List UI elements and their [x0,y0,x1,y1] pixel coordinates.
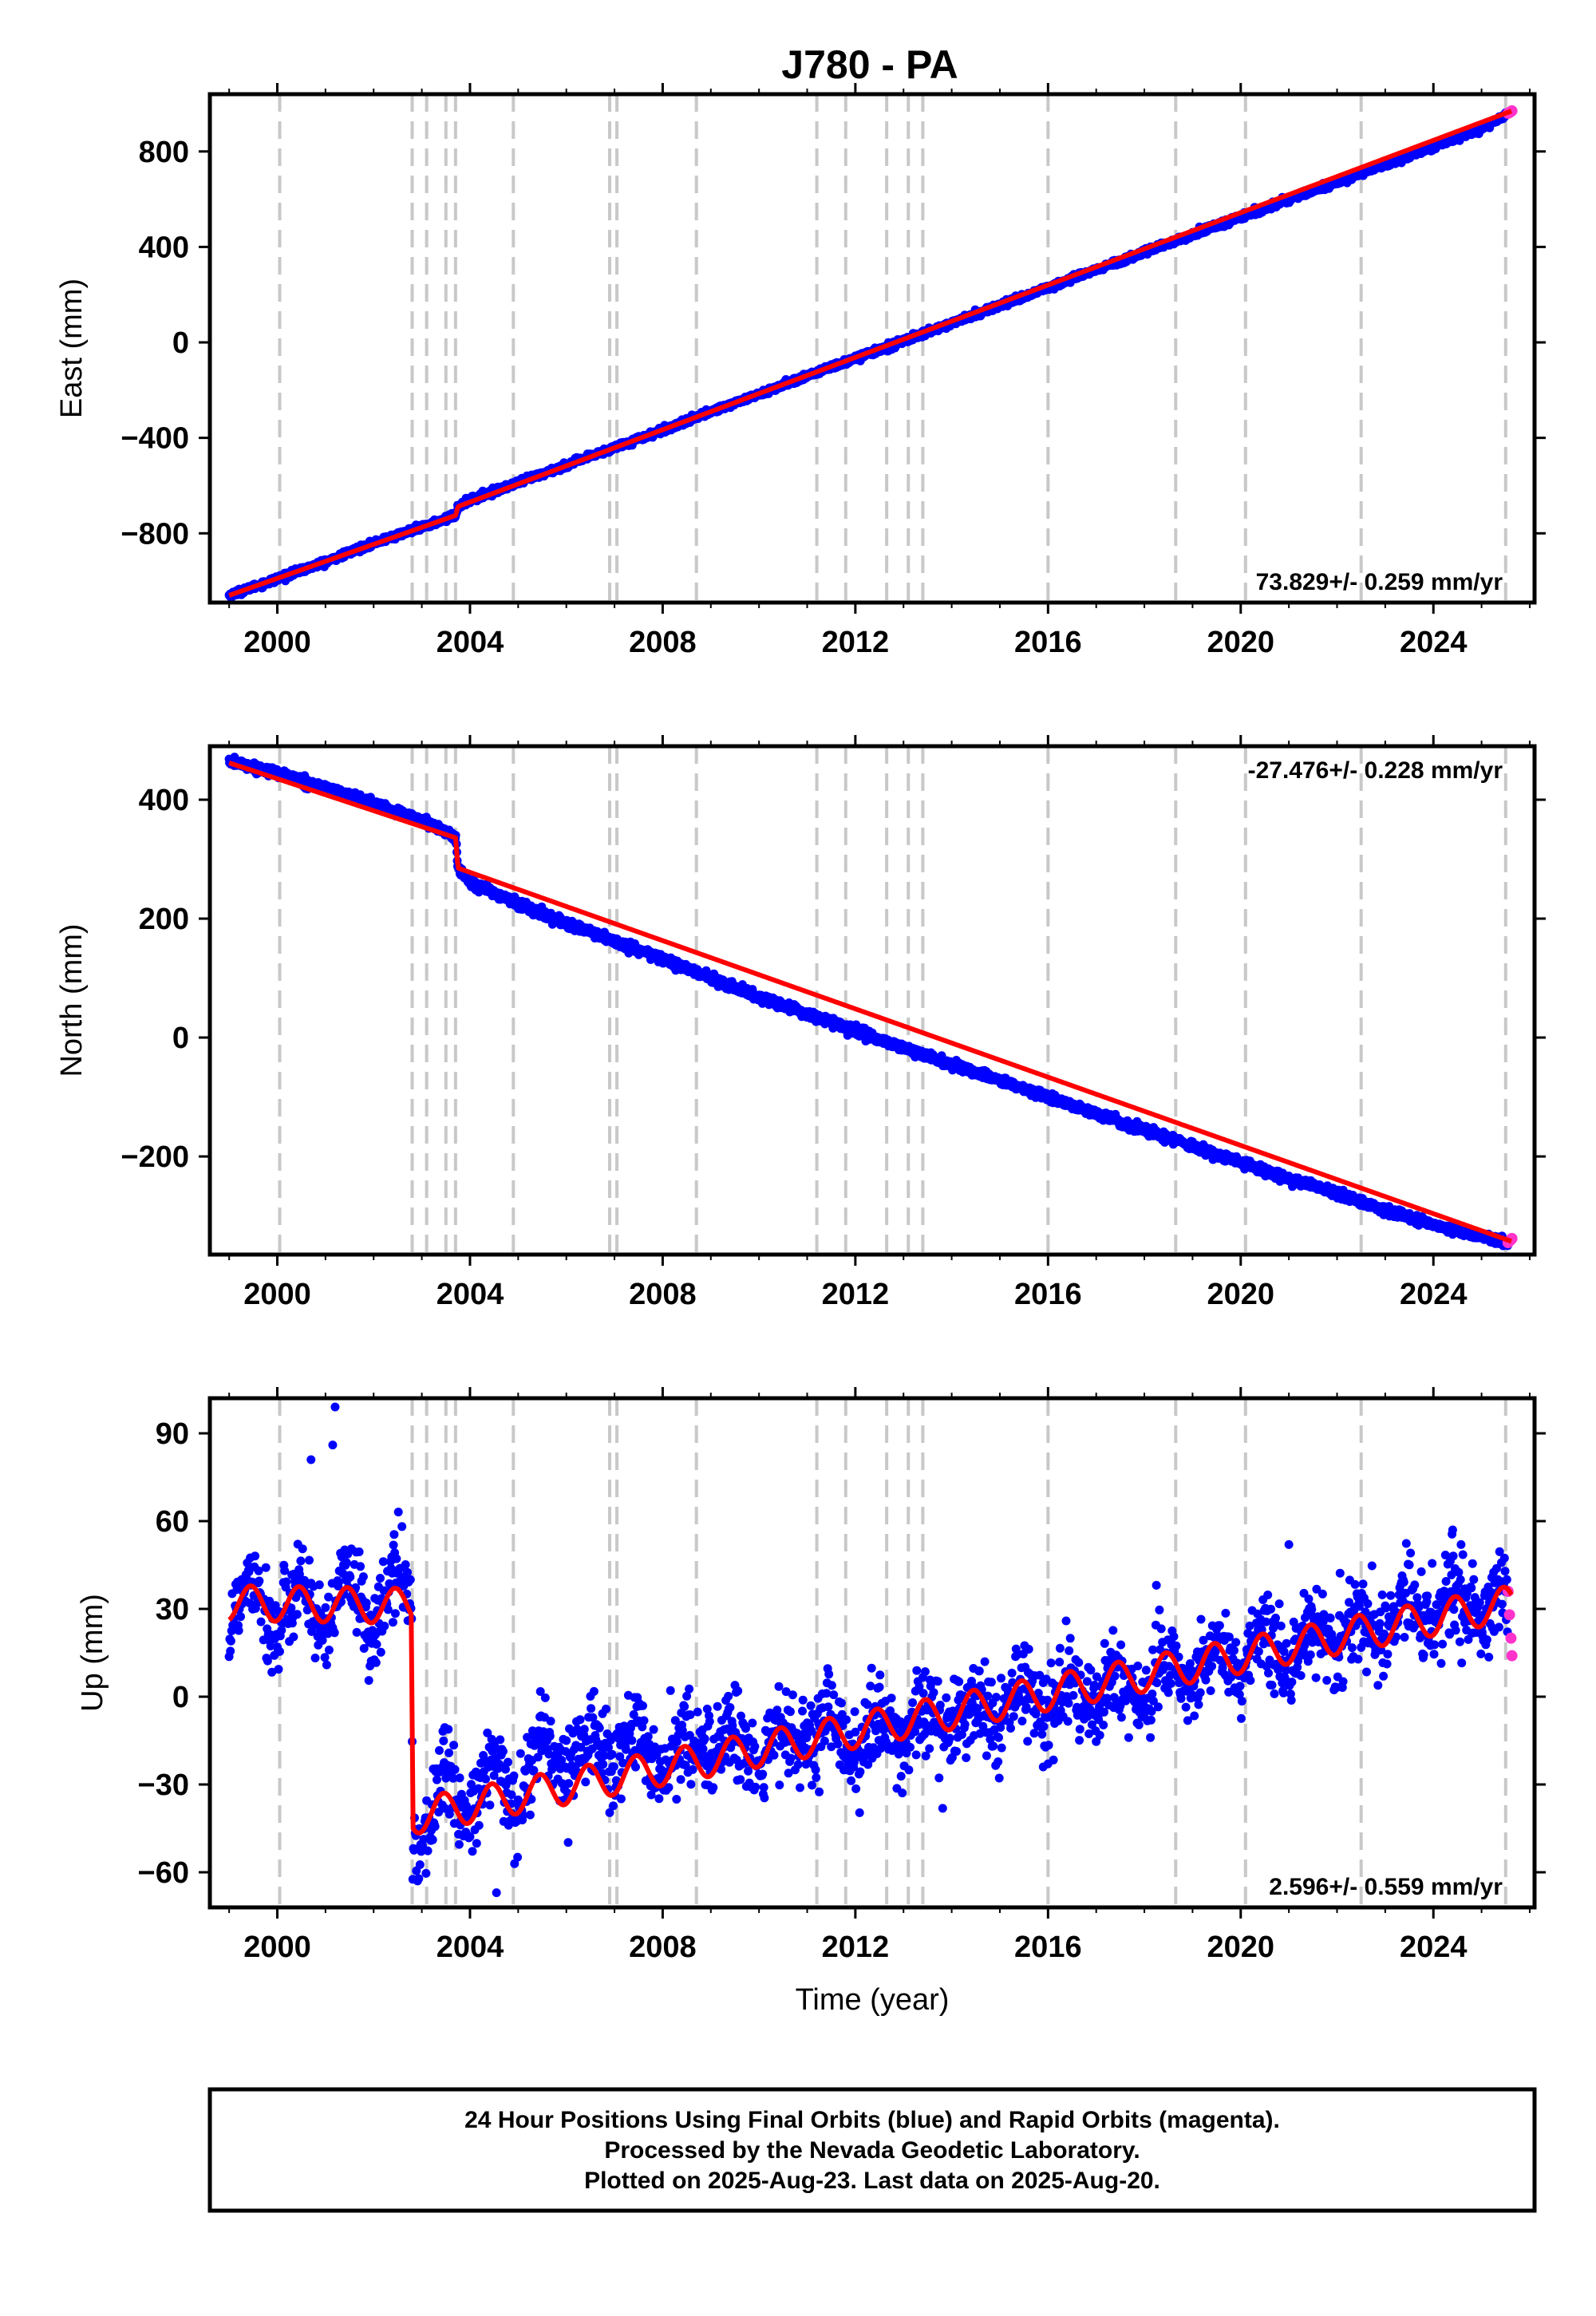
y-tick-label: 0 [172,326,189,360]
x-tick-label: 2024 [1400,626,1468,659]
panel-north: 2000 2004 2008 2012 2016 2020 2024−2000200400N… [55,735,1546,1311]
x-tick-label: 2008 [629,626,697,659]
x-tick-label: 2016 [1014,626,1082,659]
x-tick-label: 2020 [1207,626,1275,659]
y-tick-label: 800 [139,136,189,169]
panel-east: 2000 2004 2008 2012 2016 2020 2024 −800 −400 0 400… [55,83,1546,659]
x-tick-label: 2000 [243,626,311,659]
y-tick-label: −400 [120,422,189,456]
data-layer [224,753,1518,1251]
y-axis-label: East (mm) [55,279,89,418]
data-layer [224,105,1518,603]
figure-title: J780 - PA [781,42,958,87]
y-tick-label: 400 [139,231,189,264]
x-tick-label: 2012 [822,626,890,659]
y-tick-label: −800 [120,517,189,551]
plot-panels: 2000 2004 2008 2012 2016 2020 2024 −800 −400 0 400… [55,83,1546,2017]
rate-label: 73.829+/- 0.259 mm/yr [1256,569,1503,595]
x-tick-label: 2004 [437,626,504,659]
